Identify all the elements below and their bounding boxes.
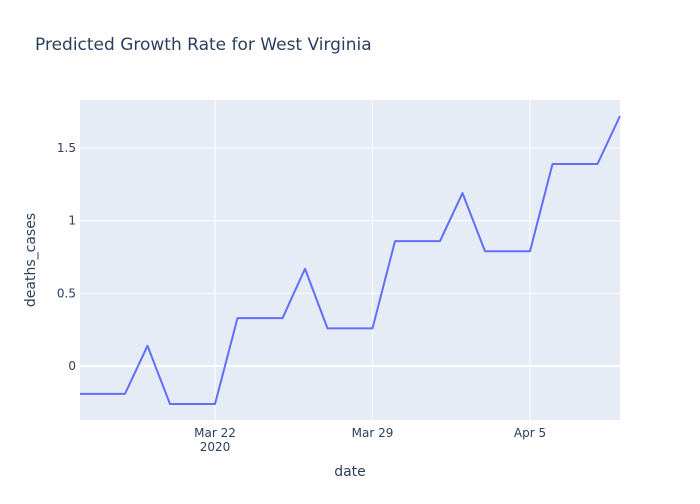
y-tick-label: 1.5 [57, 141, 76, 155]
series-layer [80, 115, 621, 405]
x-axis-title: date [334, 464, 366, 480]
y-tick-label: 0.5 [57, 286, 76, 300]
x-tick-label: Mar 29 [352, 426, 394, 440]
chart-title: Predicted Growth Rate for West Virginia [35, 35, 372, 55]
y-tick-label: 0 [68, 359, 76, 373]
x-gridlines [214, 100, 531, 420]
series-line [80, 115, 621, 405]
y-tick-labels: 0 0.5 1 1.5 [57, 141, 76, 373]
y-tick-label: 1 [68, 214, 76, 228]
y-axis-title: deaths_cases [23, 213, 39, 307]
x-tick-label: Apr 5 [514, 426, 546, 440]
x-tick-label: Mar 22 [194, 426, 236, 440]
x-tick-sublabel: 2020 [200, 440, 231, 454]
